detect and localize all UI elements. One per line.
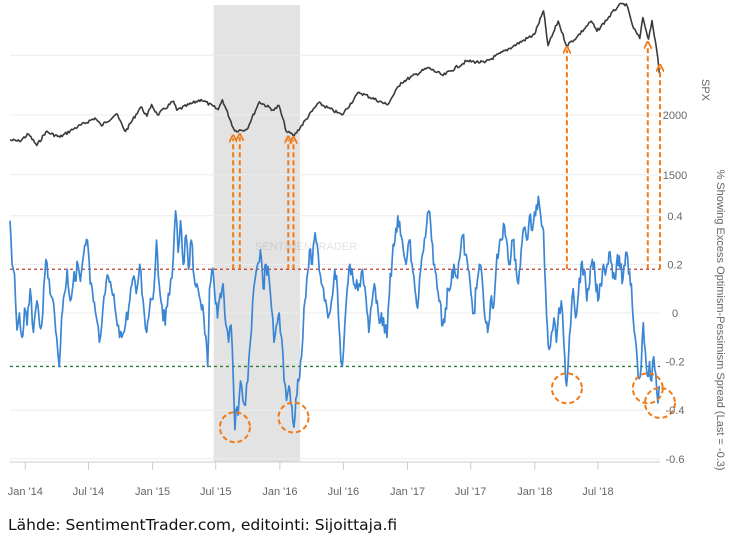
annotation-circle: [550, 372, 583, 405]
source-caption: Lähde: SentimentTrader.com, editointi: S…: [8, 516, 398, 534]
annotation-circle: [644, 386, 676, 419]
spread-tick-label: -0.2: [666, 357, 685, 369]
x-axis: Jan '14 Jul '14 Jan '15 Jul '15 Jan '16 Jul '…: [8, 461, 660, 498]
x-tick-label: Jul '18: [582, 486, 613, 498]
spread-tick-label: 0.4: [667, 211, 682, 223]
spread-tick-label: -0.4: [666, 405, 685, 417]
annotation-circle: [218, 411, 251, 444]
x-tick-label: Jan '15: [135, 486, 170, 498]
spread-tick-label: 0.2: [667, 259, 682, 271]
x-tick-label: Jul '16: [328, 486, 359, 498]
gridlines: [10, 54, 660, 460]
annotations: [218, 45, 676, 444]
x-tick-label: Jul '15: [200, 486, 231, 498]
x-tick-label: Jan '16: [262, 486, 297, 498]
y-axis-right: -0.6 -0.4 -0.2 0 0.2 0.4 1500 2000: [663, 110, 687, 466]
x-tick-label: Jan '18: [517, 486, 552, 498]
spx-line: [9, 2, 661, 147]
spx-axis-title: SPX: [699, 79, 711, 102]
spx-tick-label: 1500: [663, 170, 687, 182]
spread-tick-label: -0.6: [666, 454, 685, 466]
x-tick-label: Jul '14: [73, 486, 104, 498]
x-tick-label: Jul '17: [455, 486, 486, 498]
annotation-circle: [277, 401, 310, 434]
spx-tick-label: 2000: [663, 110, 687, 122]
series-lines: [9, 2, 661, 431]
watermark-text: SENTIMENTRADER: [255, 241, 357, 253]
spread-axis-title: % Showing Excess Optimism-Pessimism Spre…: [714, 169, 726, 470]
x-tick-label: Jan '17: [390, 486, 425, 498]
x-tick-label: Jan '14: [8, 486, 43, 498]
spread-tick-label: 0: [672, 308, 678, 320]
spread-line: [9, 195, 661, 431]
